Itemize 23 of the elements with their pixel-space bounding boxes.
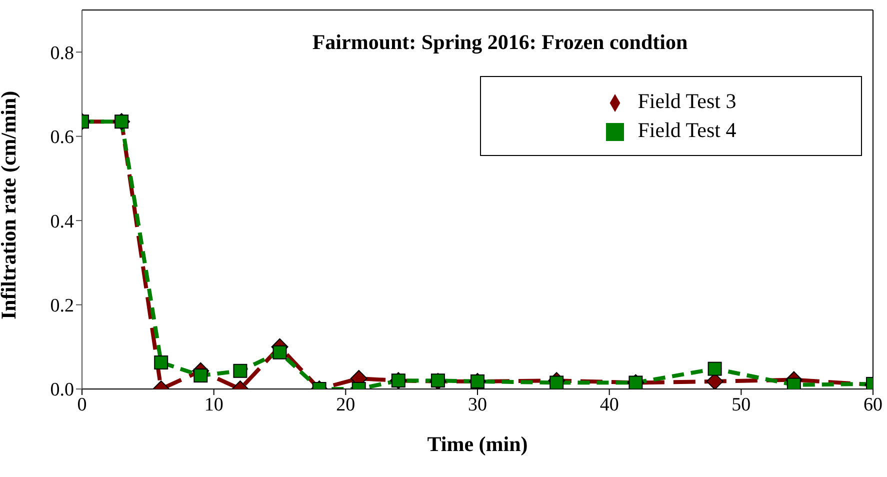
x-tick-label: 20	[336, 394, 356, 416]
x-tick-label: 30	[468, 394, 487, 416]
x-axis-title: Time (min)	[427, 432, 528, 456]
x-tick-label: 40	[600, 394, 619, 416]
point	[272, 345, 287, 360]
y-axis-title: Infiltration rate (cm/min)	[0, 90, 20, 320]
x-tick-label: 0	[77, 394, 87, 416]
text: Fairmount: Spring 2016: Frozen condtion	[311, 30, 689, 55]
x-tick-label: 10	[204, 394, 224, 416]
point	[708, 362, 722, 376]
y-tick-label: 0.0	[50, 380, 74, 401]
point	[154, 355, 168, 370]
y-tick-label: 0.2	[50, 296, 74, 317]
y-tick-label: 0.6	[50, 127, 74, 148]
legend-label: Field Test 3	[638, 89, 736, 113]
point	[233, 364, 248, 378]
x-tick-label: 50	[732, 394, 751, 416]
y-tick-label: 0.8	[50, 42, 74, 64]
legend-label: Field Test 4	[638, 118, 736, 142]
y-tick-label: 0.4	[50, 211, 74, 232]
point	[194, 368, 208, 383]
x-tick-label: 60	[864, 394, 882, 416]
point	[550, 376, 564, 389]
